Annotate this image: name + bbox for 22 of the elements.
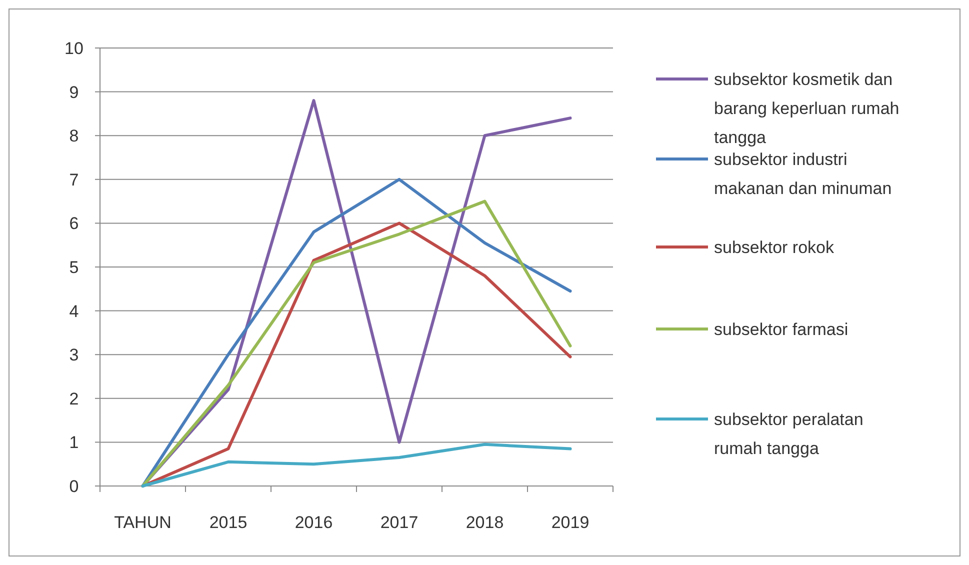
y-tick-label: 9	[69, 82, 79, 102]
y-tick-label: 5	[69, 258, 79, 277]
x-tick-label: 2016	[294, 513, 333, 532]
y-tick-label: 6	[69, 214, 79, 234]
legend-label: subsektor industri makanan dan minuman	[714, 150, 892, 198]
y-tick-label: 8	[69, 126, 79, 146]
line-series	[141, 442, 572, 488]
y-tick-label: 0	[69, 477, 79, 496]
y-tick-label: 2	[69, 389, 79, 408]
x-tick-label: 2019	[551, 513, 590, 532]
legend-label: subsektor rokok	[714, 238, 834, 257]
y-tick-label: 7	[69, 170, 79, 190]
x-tick-label: 2018	[466, 513, 504, 532]
x-tick-label: 2015	[209, 513, 248, 532]
y-tick-label: 3	[69, 346, 79, 365]
y-tick-label: 1	[69, 433, 79, 452]
x-tick-label: TAHUN	[114, 513, 172, 532]
legend-label: subsektor peralatan rumah tangga	[714, 410, 864, 458]
y-tick-label: 10	[64, 39, 84, 58]
legend-label: subsektor farmasi	[714, 320, 848, 339]
y-tick-label: 4	[69, 302, 79, 321]
x-tick-label: 2017	[380, 513, 418, 532]
